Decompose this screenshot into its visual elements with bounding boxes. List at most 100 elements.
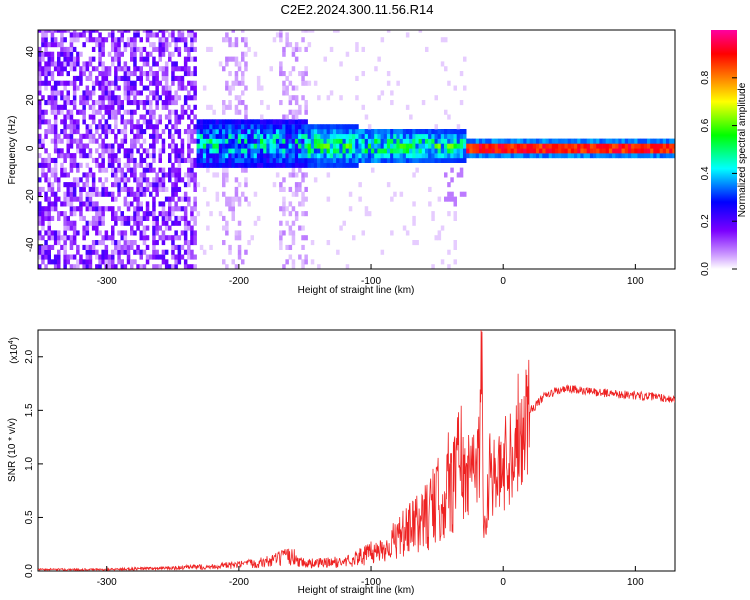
spectrogram-cell xyxy=(82,42,86,48)
spectrogram-cell xyxy=(111,61,115,67)
spectrogram-cell xyxy=(133,191,137,197)
spectrogram-cell xyxy=(329,148,334,154)
spectrogram-cell xyxy=(139,51,143,57)
spectrogram-cell xyxy=(41,162,45,168)
spectrogram-cell xyxy=(323,56,327,62)
spectrogram-cell xyxy=(111,37,115,43)
bottom-y-axis-label: SNR (10 * v/v) xyxy=(7,418,18,482)
spectrogram-cell xyxy=(123,172,128,178)
spectrogram-cell xyxy=(304,119,308,125)
spectrogram-cell xyxy=(120,259,124,265)
spectrogram-cell xyxy=(225,80,229,86)
spectrogram-cell xyxy=(418,153,423,159)
spectrogram-cell xyxy=(139,80,143,86)
spectrogram-cell xyxy=(231,80,235,86)
spectrogram-cell xyxy=(180,37,185,43)
spectrogram-cell xyxy=(310,153,315,159)
spectrogram-cell xyxy=(187,90,191,96)
spectrogram-cell xyxy=(104,109,109,115)
spectrogram-cell xyxy=(66,186,70,192)
spectrogram-cell xyxy=(231,30,235,33)
spectrogram-cell xyxy=(152,138,156,144)
spectrogram-cell xyxy=(310,240,315,246)
spectrogram-cell xyxy=(367,211,372,217)
spectrogram-cell xyxy=(285,157,289,163)
spectrogram-cell xyxy=(386,71,391,77)
spectrogram-cell xyxy=(253,191,258,197)
spectrogram-cell xyxy=(117,148,121,154)
spectrogram-cell xyxy=(120,172,124,178)
spectrogram-cell xyxy=(218,119,223,125)
spectrogram-cell xyxy=(72,182,77,188)
spectrogram-cell xyxy=(364,138,369,144)
spectrogram-cell xyxy=(260,119,264,125)
spectrogram-cell xyxy=(69,186,74,192)
spectrogram-cell xyxy=(91,114,96,120)
spectrogram-cell xyxy=(396,157,400,163)
spectrogram-cell xyxy=(139,230,143,236)
spectrogram-cell xyxy=(123,244,128,250)
spectrogram-cell xyxy=(98,211,102,217)
spectrogram-cell xyxy=(580,148,584,154)
spectrogram-cell xyxy=(95,124,99,130)
spectrogram-cell xyxy=(434,133,438,139)
spectrogram-cell xyxy=(440,259,445,265)
spectrogram-cell xyxy=(95,215,99,221)
spectrogram-cell xyxy=(437,196,442,202)
spectrogram-cell xyxy=(95,75,99,81)
spectrogram-cell xyxy=(447,264,451,269)
spectrogram-cell xyxy=(114,215,118,221)
spectrogram-cell xyxy=(82,109,86,115)
spectrogram-cell xyxy=(111,162,115,168)
spectrogram-cell xyxy=(190,215,194,221)
spectrogram-cell xyxy=(222,104,226,110)
spectrogram-cell xyxy=(193,264,197,269)
spectrogram-cell xyxy=(161,220,166,226)
spectrogram-cell xyxy=(444,153,448,159)
spectrogram-cell xyxy=(76,51,80,57)
spectrogram-cell xyxy=(326,124,331,130)
spectrogram-cell xyxy=(196,124,201,130)
spectrogram-cell xyxy=(158,157,162,163)
spectrogram-cell xyxy=(158,264,162,269)
spectrogram-cell xyxy=(133,30,137,33)
spectrogram-cell xyxy=(228,42,232,48)
spectrogram-cell xyxy=(288,162,293,168)
spectrogram-cell xyxy=(139,264,143,269)
spectrogram-cell xyxy=(567,143,572,149)
spectrogram-cell xyxy=(60,162,64,168)
spectrogram-cell xyxy=(269,162,273,168)
spectrogram-cell xyxy=(104,177,109,183)
spectrogram-cell xyxy=(431,129,435,135)
spectrogram-cell xyxy=(123,148,128,154)
spectrogram-cell xyxy=(418,138,423,144)
spectrogram-cell xyxy=(390,133,394,139)
spectrogram-cell xyxy=(396,133,400,139)
spectrogram-cell xyxy=(234,37,239,43)
spectrogram-cell xyxy=(605,153,610,159)
spectrogram-cell xyxy=(444,129,448,135)
spectrogram-cell xyxy=(69,220,74,226)
spectrogram-cell xyxy=(88,30,93,33)
spectrogram-cell xyxy=(155,191,159,197)
spectrogram-cell xyxy=(183,129,188,135)
spectrogram-cell xyxy=(98,230,102,236)
spectrogram-cell xyxy=(123,71,128,77)
spectrogram-cell xyxy=(542,153,546,159)
spectrogram-cell xyxy=(149,66,153,72)
spectrogram-cell xyxy=(453,148,457,154)
spectrogram-cell xyxy=(304,104,308,110)
spectrogram-cell xyxy=(329,129,334,135)
spectrogram-cell xyxy=(50,186,55,192)
spectrogram-cell xyxy=(612,148,616,154)
spectrogram-cell xyxy=(76,75,80,81)
spectrogram-cell xyxy=(212,157,216,163)
spectrogram-cell xyxy=(202,186,207,192)
spectrogram-cell xyxy=(253,133,258,139)
spectrogram-cell xyxy=(596,143,600,149)
spectrogram-cell xyxy=(85,30,90,33)
spectrogram-cell xyxy=(380,37,385,43)
spectrogram-cell xyxy=(114,220,118,226)
spectrogram-cell xyxy=(53,138,58,144)
spectrogram-cell xyxy=(491,143,496,149)
